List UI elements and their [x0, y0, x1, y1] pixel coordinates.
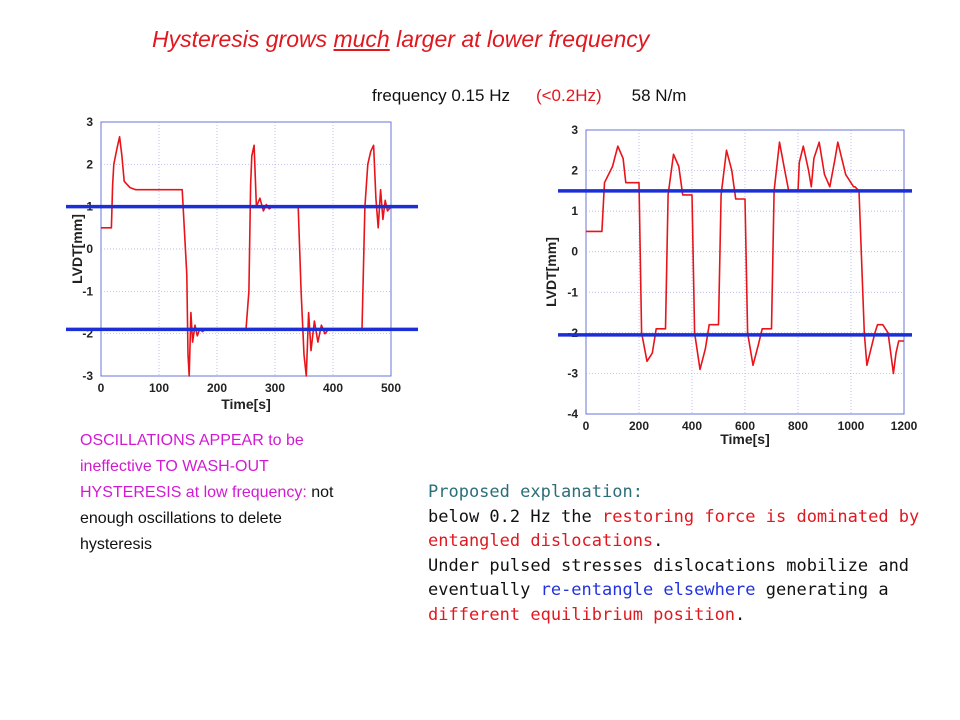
left-y-tick-label: -3	[82, 369, 93, 383]
right-y-tick-label: -3	[567, 366, 578, 380]
right-y-tick-label: 2	[571, 164, 578, 178]
left-y-tick-label: 2	[86, 157, 93, 171]
right-y-tick-label: -2	[567, 326, 578, 340]
expl-l1-emphasis: restoring force is dominated by entangle…	[428, 506, 920, 552]
left-y-tick-label: -2	[82, 327, 93, 341]
right-x-tick-label: 0	[583, 419, 590, 433]
expl-l2-text2: generating a	[755, 580, 889, 600]
left-x-tick-label: 200	[207, 381, 227, 395]
left-plot-frame	[100, 121, 392, 377]
note-highlight: OSCILLATIONS APPEAR to be ineffective TO…	[80, 432, 307, 501]
explanation-line-1: below 0.2 Hz the restoring force is domi…	[428, 505, 948, 554]
right-y-tick-label: 0	[571, 245, 578, 259]
left-data-trace	[101, 136, 392, 377]
frequency-caption: frequency 0.15 Hz (<0.2Hz) 58 N/m	[372, 86, 686, 106]
frequency-condition: (<0.2Hz)	[535, 86, 602, 105]
explanation-heading: Proposed explanation:	[428, 482, 643, 502]
expl-l2-text: Under pulsed stresses dislocations mobil…	[428, 555, 910, 601]
left-y-tick-label: 3	[86, 115, 93, 129]
right-y-tick-label: 3	[571, 123, 578, 137]
right-plot-frame	[585, 129, 905, 415]
title-emphasis: much	[333, 26, 390, 52]
right-y-tick-label: -1	[567, 285, 578, 299]
left-y-tick-label: 0	[86, 242, 93, 256]
right-x-tick-label: 200	[629, 419, 649, 433]
note-conclusion: not enough oscillations to delete hyster…	[80, 484, 334, 553]
left-y-tick-label: -1	[82, 284, 93, 298]
expl-l1-text: below 0.2 Hz the	[428, 506, 602, 527]
expl-l2-end: .	[735, 604, 746, 625]
left-x-axis-label: Time[s]	[221, 396, 271, 412]
right-y-tick-label: 1	[571, 204, 578, 218]
right-x-tick-label: 1000	[838, 419, 865, 433]
right-x-tick-label: 600	[735, 419, 755, 433]
right-y-tick-label: -4	[567, 407, 578, 421]
right-x-tick-label: 800	[788, 419, 808, 433]
proposed-explanation: Proposed explanation: below 0.2 Hz the r…	[428, 480, 948, 627]
right-x-tick-label: 1200	[891, 419, 918, 433]
right-x-tick-label: 400	[682, 419, 702, 433]
left-x-tick-label: 400	[323, 381, 343, 395]
slide-title: Hysteresis grows much larger at lower fr…	[152, 26, 649, 53]
title-start: Hysteresis grows	[152, 26, 334, 52]
left-x-tick-label: 100	[149, 381, 169, 395]
oscillation-note: OSCILLATIONS APPEAR to be ineffective TO…	[80, 428, 345, 558]
left-y-axis-label: LVDT[mm]	[69, 214, 85, 284]
chart-left-group: 0 100 200 300 400 500 -3 -2 -1 0 1 2 3 Time[s] LVDT[mm…	[66, 115, 418, 412]
left-x-tick-label: 300	[265, 381, 285, 395]
explanation-line-2: Under pulsed stresses dislocations mobil…	[428, 554, 948, 628]
expl-l1-end: .	[653, 531, 664, 551]
left-x-tick-label: 0	[98, 381, 105, 395]
right-data-trace	[586, 141, 904, 375]
right-y-axis-label: LVDT[mm]	[543, 237, 559, 307]
chart-right-group: 0 200 400 600 800 1000 1200 -4 -3 -2 -1 0 1 2 3 Time[s]…	[543, 123, 918, 447]
right-x-axis-label: Time[s]	[720, 431, 770, 447]
frequency-value: frequency 0.15 Hz	[372, 86, 510, 105]
spring-constant: 58 N/m	[631, 86, 687, 105]
left-x-tick-label: 500	[381, 381, 401, 395]
expl-l2-red: different equilibrium position	[428, 604, 736, 625]
left-y-tick-label: 1	[86, 200, 93, 214]
title-end: larger at lower frequency	[389, 26, 650, 52]
expl-l2-blue: re-entangle elsewhere	[540, 580, 756, 600]
